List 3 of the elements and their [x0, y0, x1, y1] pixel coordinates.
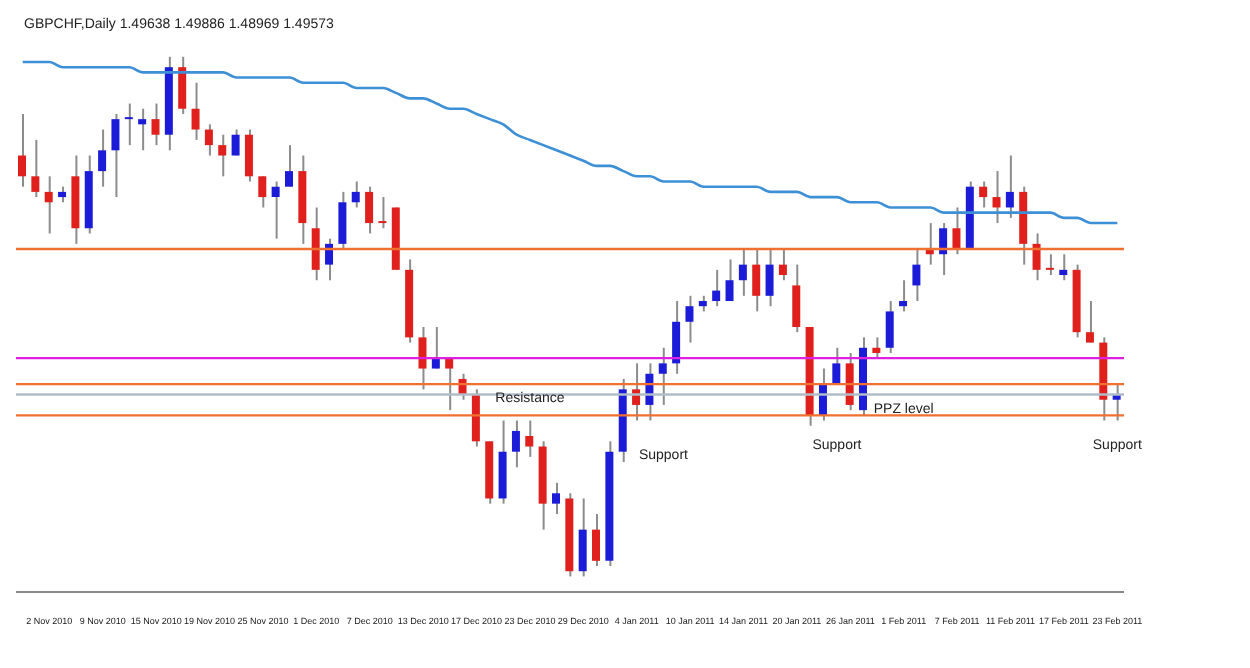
candlestick [378, 197, 387, 229]
candlestick [1045, 254, 1054, 276]
candlestick [124, 103, 133, 146]
